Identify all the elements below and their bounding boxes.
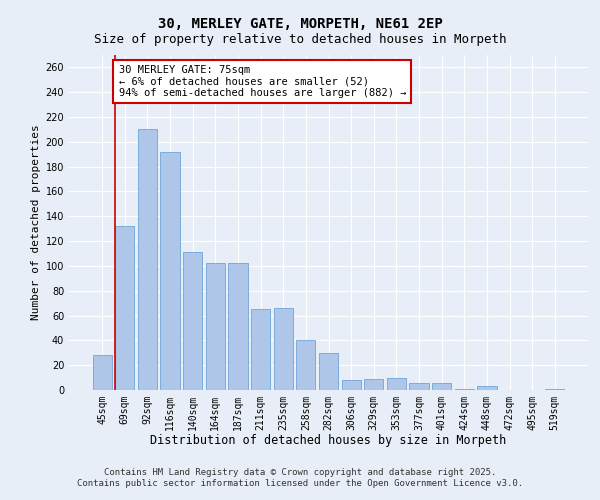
Bar <box>409 382 428 390</box>
Bar <box>545 389 565 390</box>
Bar <box>229 264 248 390</box>
Text: Contains HM Land Registry data © Crown copyright and database right 2025.
Contai: Contains HM Land Registry data © Crown c… <box>77 468 523 487</box>
Text: 30 MERLEY GATE: 75sqm
← 6% of detached houses are smaller (52)
94% of semi-detac: 30 MERLEY GATE: 75sqm ← 6% of detached h… <box>119 65 406 98</box>
Bar <box>296 340 316 390</box>
Y-axis label: Number of detached properties: Number of detached properties <box>31 124 41 320</box>
Bar <box>274 308 293 390</box>
Bar <box>92 356 112 390</box>
Bar <box>319 353 338 390</box>
Bar <box>432 382 451 390</box>
Bar <box>138 130 157 390</box>
Bar <box>183 252 202 390</box>
Bar <box>387 378 406 390</box>
Text: Size of property relative to detached houses in Morpeth: Size of property relative to detached ho… <box>94 32 506 46</box>
Bar <box>160 152 180 390</box>
Bar <box>477 386 497 390</box>
Bar <box>455 389 474 390</box>
Bar <box>364 379 383 390</box>
Bar <box>251 310 270 390</box>
Bar <box>115 226 134 390</box>
Bar <box>206 264 225 390</box>
Bar <box>341 380 361 390</box>
Text: 30, MERLEY GATE, MORPETH, NE61 2EP: 30, MERLEY GATE, MORPETH, NE61 2EP <box>158 18 442 32</box>
X-axis label: Distribution of detached houses by size in Morpeth: Distribution of detached houses by size … <box>151 434 506 448</box>
